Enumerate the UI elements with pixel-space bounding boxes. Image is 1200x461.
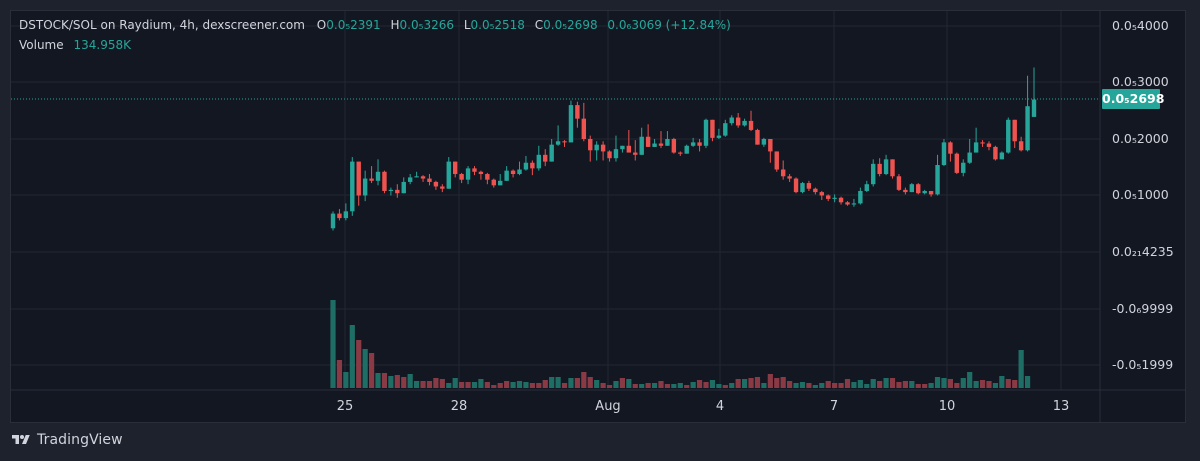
time-axis-label: 25 <box>336 399 354 414</box>
time-axis-label: 10 <box>938 399 956 414</box>
price-axis-label: 0.0₅3000 <box>1112 74 1169 89</box>
volume-value: 134.958K <box>73 38 131 52</box>
time-axis-label: 28 <box>450 399 468 414</box>
volume-label: Volume <box>19 38 64 52</box>
price-axis-label: -0.0₆9999 <box>1112 301 1174 316</box>
ohlc-close: C0.0₅2698 <box>534 18 598 32</box>
tradingview-logo[interactable]: TradingView <box>10 432 123 448</box>
price-axis-label: -0.0₅1999 <box>1112 357 1174 372</box>
ohlc-high: H0.0₅3266 <box>390 18 454 32</box>
volume-row: Volume 134.958K <box>19 37 737 57</box>
price-change: 0.0₆3069 (+12.84%) <box>607 18 731 32</box>
time-axis-label: 4 <box>715 399 725 414</box>
ohlc-low: L0.0₅2518 <box>463 18 525 32</box>
price-axis-label: 0.0₅4000 <box>1112 18 1169 33</box>
current-price-tag: 0.0₅2698 <box>1102 89 1164 109</box>
time-axis-label: 7 <box>829 399 839 414</box>
ohlc-row: DSTOCK/SOL on Raydium, 4h, dexscreener.c… <box>19 17 737 37</box>
tradingview-wordmark: TradingView <box>37 432 123 448</box>
chart-legend: DSTOCK/SOL on Raydium, 4h, dexscreener.c… <box>19 17 737 57</box>
price-axis-label: 0.0₅1000 <box>1112 187 1169 202</box>
symbol-title: DSTOCK/SOL on Raydium, 4h, dexscreener.c… <box>19 18 305 32</box>
ohlc-open: O0.0₅2391 <box>316 18 381 32</box>
price-axis-label: 0.0₅2000 <box>1112 131 1169 146</box>
chart-frame <box>10 10 1186 423</box>
price-axis-label: 0.0₂₁4235 <box>1112 244 1174 259</box>
time-axis-label: Aug <box>595 399 621 414</box>
time-axis-label: 13 <box>1052 399 1070 414</box>
tradingview-logo-icon <box>12 435 30 444</box>
